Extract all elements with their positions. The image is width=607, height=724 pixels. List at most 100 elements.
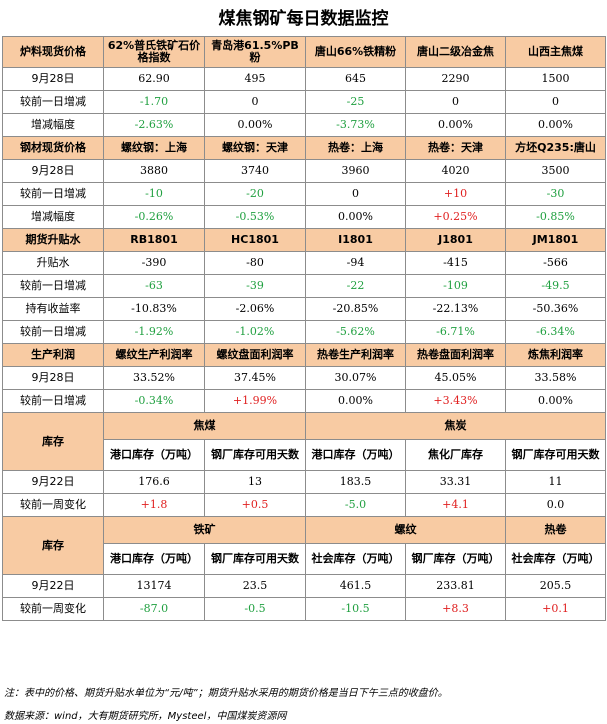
page-title: 煤焦钢矿每日数据监控	[218, 9, 389, 29]
data-cell: 495	[204, 67, 306, 91]
row-label: 9月22日	[2, 470, 104, 494]
table-row: 较前一周变化 +1.8 +0.5 -5.0 +4.1 0.0	[2, 493, 606, 517]
data-cell: 205.5	[505, 574, 606, 598]
row-label: 9月28日	[2, 159, 104, 183]
data-cell: 33.58%	[505, 366, 606, 390]
row-label: 升贴水	[2, 251, 104, 275]
data-table: 炉料现货价格 62%普氏铁矿石价格指数 青岛港61.5%PB粉 唐山66%铁精粉 唐山二…	[2, 36, 606, 621]
column-header: 炼焦利润率	[505, 343, 606, 367]
table-row: 增减幅度 -2.63% 0.00% -3.73% 0.00% 0.00%	[2, 113, 606, 137]
data-cell: 0	[405, 90, 506, 114]
data-cell: 4020	[405, 159, 506, 183]
row-label: 较前一日增减	[2, 274, 104, 298]
table-row: 较前一日增减 -63 -39 -22 -109 -49.5	[2, 274, 606, 298]
data-cell: +0.1	[505, 597, 606, 621]
column-header: 港口库存（万吨）	[103, 543, 205, 575]
data-cell: -0.53%	[204, 205, 306, 229]
row-label: 9月28日	[2, 67, 104, 91]
data-cell: 0.00%	[305, 205, 406, 229]
data-cell: -25	[305, 90, 406, 114]
column-header: 62%普氏铁矿石价格指数	[103, 36, 205, 68]
column-header: 热卷生产利润率	[305, 343, 406, 367]
group-header: 热卷	[505, 516, 606, 544]
data-cell: -5.0	[305, 493, 406, 517]
data-cell: +10	[405, 182, 506, 206]
data-cell: -415	[405, 251, 506, 275]
data-cell: -1.70	[103, 90, 205, 114]
data-cell: 0.00%	[505, 113, 606, 137]
data-cell: 2290	[405, 67, 506, 91]
data-cell: -80	[204, 251, 306, 275]
column-header: 山西主焦煤	[505, 36, 606, 68]
group-header: 焦煤	[103, 412, 306, 440]
data-cell: 45.05%	[405, 366, 506, 390]
data-cell: +3.43%	[405, 389, 506, 413]
data-cell: 3880	[103, 159, 205, 183]
data-cell: -6.71%	[405, 320, 506, 344]
column-header: 热卷盘面利润率	[405, 343, 506, 367]
column-header: 热卷：上海	[305, 136, 406, 160]
column-header: 钢厂库存（万吨）	[405, 543, 506, 575]
column-header: 方坯Q235:唐山	[505, 136, 606, 160]
data-cell: 11	[505, 470, 606, 494]
column-header: 螺纹钢：天津	[204, 136, 306, 160]
row-label: 增减幅度	[2, 205, 104, 229]
data-cell: 461.5	[305, 574, 406, 598]
data-cell: +0.5	[204, 493, 306, 517]
data-cell: 0	[305, 182, 406, 206]
row-label: 较前一周变化	[2, 493, 104, 517]
data-cell: 30.07%	[305, 366, 406, 390]
data-cell: -20.85%	[305, 297, 406, 321]
table-row: 较前一日增减 -0.34% +1.99% 0.00% +3.43% 0.00%	[2, 389, 606, 413]
data-cell: +4.1	[405, 493, 506, 517]
group-header: 焦炭	[305, 412, 606, 440]
data-cell: -3.73%	[305, 113, 406, 137]
section-header-row: 港口库存（万吨） 钢厂库存可用天数 社会库存（万吨） 钢厂库存（万吨） 社会库存（万吨）	[3, 543, 606, 575]
data-cell: -30	[505, 182, 606, 206]
section-title: 期货升贴水	[2, 228, 104, 252]
data-cell: 1500	[505, 67, 606, 91]
group-header-row: 库存 焦煤 焦炭	[2, 412, 606, 471]
section-title: 炉料现货价格	[2, 36, 104, 68]
data-cell: -0.85%	[505, 205, 606, 229]
data-cell: 33.52%	[103, 366, 205, 390]
section-title: 钢材现货价格	[2, 136, 104, 160]
data-cell: 233.81	[405, 574, 506, 598]
data-cell: -1.02%	[204, 320, 306, 344]
data-cell: 0.00%	[204, 113, 306, 137]
column-header: 螺纹生产利润率	[103, 343, 205, 367]
data-cell: -22.13%	[405, 297, 506, 321]
table-row: 9月28日 62.90 495 645 2290 1500	[2, 67, 606, 91]
table-row: 9月22日 176.6 13 183.5 33.31 11	[2, 470, 606, 494]
data-cell: -50.36%	[505, 297, 606, 321]
section-title: 生产利润	[2, 343, 104, 367]
footnote: 注：表中的价格、期货升贴水单位为“元/吨”；期货升贴水采用的期货价格是当日下午三…	[4, 688, 448, 699]
group-header: 螺纹	[305, 516, 506, 544]
table-row: 持有收益率 -10.83% -2.06% -20.85% -22.13% -50.36%	[2, 297, 606, 321]
table-row: 升贴水 -390 -80 -94 -415 -566	[2, 251, 606, 275]
column-header: HC1801	[204, 228, 306, 252]
row-label: 较前一日增减	[2, 320, 104, 344]
section-header-row: 钢材现货价格 螺纹钢：上海 螺纹钢：天津 热卷：上海 热卷：天津 方坯Q235:唐山	[2, 136, 606, 160]
data-cell: +8.3	[405, 597, 506, 621]
data-cell: 33.31	[405, 470, 506, 494]
data-cell: +1.99%	[204, 389, 306, 413]
data-cell: -2.63%	[103, 113, 205, 137]
data-cell: -10	[103, 182, 205, 206]
data-cell: 0.00%	[405, 113, 506, 137]
row-label: 9月28日	[2, 366, 104, 390]
data-cell: -566	[505, 251, 606, 275]
data-cell: -0.5	[204, 597, 306, 621]
data-cell: -390	[103, 251, 205, 275]
column-header: 社会库存（万吨）	[305, 543, 406, 575]
column-header: 焦化厂库存	[405, 439, 506, 471]
data-cell: -87.0	[103, 597, 205, 621]
column-header: 热卷：天津	[405, 136, 506, 160]
column-header: 钢厂库存可用天数	[204, 543, 306, 575]
section-title: 库存	[2, 412, 104, 471]
data-cell: 0.0	[505, 493, 606, 517]
row-label: 9月22日	[2, 574, 104, 598]
section-title: 库存	[2, 516, 104, 575]
data-cell: 0.00%	[305, 389, 406, 413]
data-cell: 3500	[505, 159, 606, 183]
